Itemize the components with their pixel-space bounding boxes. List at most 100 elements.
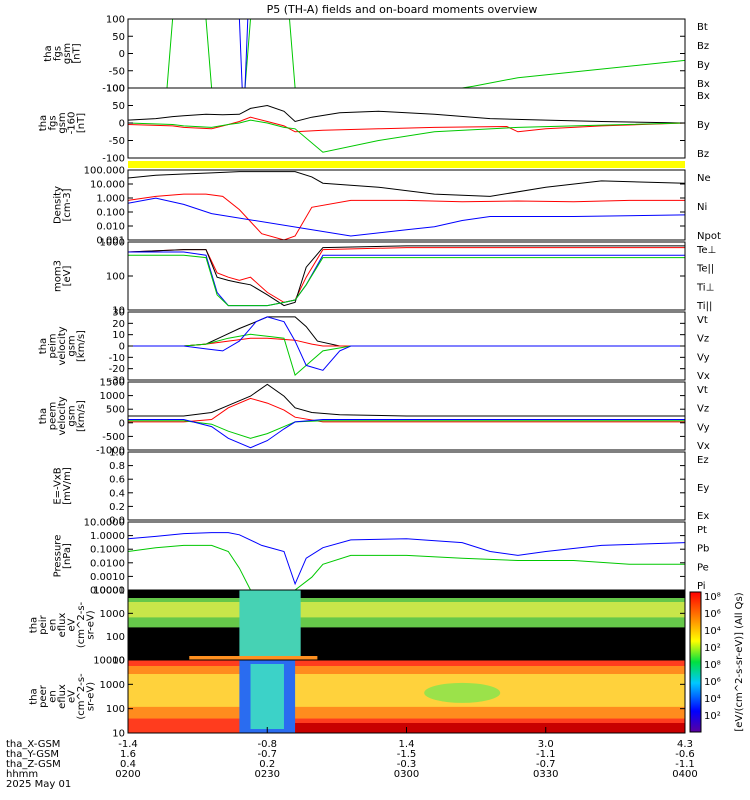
panel-density: 100.000 10.000 1.000 0.100 0.010 0.001 Density…: [52, 166, 721, 247]
ylabel-line: tha: [29, 688, 40, 704]
ytick-label: 0.0001: [90, 586, 125, 597]
ylabel-efield: E=-VxB[mV/m]: [52, 467, 73, 505]
legend-fgs_dsl-0: Bx: [697, 91, 710, 102]
xtick-label: 1.4: [399, 739, 415, 750]
ytick-label: 100: [106, 704, 125, 715]
ytick-label: 100: [106, 632, 125, 643]
colorbar-tick: 10⁴: [704, 626, 721, 637]
ylabel-fgs_dsl: thafgsgsm-160[nT]: [38, 112, 87, 135]
ytick-label: 10000: [93, 656, 125, 667]
ytick-label: 0: [119, 418, 125, 429]
ytick-label: 1.0000: [90, 531, 125, 542]
xaxis-row-label: tha_X-GSM: [6, 739, 60, 750]
ytick-label: 0.001: [96, 236, 125, 247]
ylabel-line: [nT]: [76, 113, 87, 133]
ytick-label: 30: [112, 308, 125, 319]
ytick-label: 1.000: [96, 194, 125, 205]
quality-flag-band: [128, 161, 685, 168]
ylabel-line: tha: [29, 617, 40, 633]
panel-efield: 1.0 0.8 0.6 0.4 0.2 0.0 E=-VxB[mV/m] Ez Ey Ex: [52, 448, 709, 527]
ylabel-line: sr-eV): [86, 610, 97, 639]
ytick-label: 50: [112, 101, 125, 112]
xtick-label: -0.7: [536, 759, 556, 770]
ytick-label: -50: [109, 136, 125, 147]
ylabel-line: tha: [43, 45, 54, 61]
colorbar-tick: 10⁸: [704, 592, 721, 603]
ytick-label: 100: [106, 272, 125, 283]
ytick-label: -30: [109, 376, 125, 387]
legend-peim-0: Vt: [697, 315, 708, 326]
ytick-label: 50: [112, 32, 125, 43]
legend-peem-2: Vy: [697, 422, 710, 433]
xtick-label: -0.3: [397, 759, 417, 770]
series-peem-vy: [128, 420, 685, 439]
series-temp-te: [127, 247, 685, 303]
colorbar-tick: 10²: [704, 711, 721, 722]
peir-sheet: [239, 590, 301, 660]
xtick-label: -1.1: [675, 759, 695, 770]
ytick-label: -20: [109, 364, 125, 375]
ytick-label: -100: [102, 154, 125, 165]
ytick-label: 10.0000: [84, 518, 125, 529]
colorbar-tick: 10⁸: [704, 660, 721, 671]
colorbar-label: [eV/(cm^2-s-sr-eV)] (All Qs): [734, 592, 745, 731]
legend-pressure-1: Pb: [697, 544, 709, 555]
ylabel-line: peir: [38, 614, 49, 634]
ytick-label: 0.2: [109, 502, 125, 513]
ylabel-line: velocity: [57, 326, 68, 365]
legend-density-1: Ni: [697, 202, 707, 213]
xtick-label: -0.7: [257, 749, 277, 760]
ytick-label: 100: [106, 15, 125, 26]
ylabel-line: en: [48, 690, 59, 703]
series-temp-te-: [127, 245, 685, 307]
ytick-label: 1000: [100, 609, 125, 620]
panel-frame: [127, 18, 686, 89]
ytick-label: 1000: [100, 680, 125, 691]
legend-peem-3: Vx: [697, 441, 710, 452]
legend-peim-3: Vx: [697, 371, 710, 382]
ylabel-line: [km/s]: [76, 400, 87, 432]
panel-pressure: 10.0000 1.0000 0.1000 0.0100 0.0010 0.0001 Pre…: [52, 518, 709, 597]
legend-fgs_dsl-1: By: [697, 120, 710, 131]
series-peim-vx: [128, 316, 685, 371]
xtick-label: -1.4: [118, 739, 138, 750]
series-density-npot: [127, 197, 686, 237]
ylabel-line: eflux: [57, 684, 68, 709]
series-peim-vy: [128, 333, 685, 376]
ylabel-peem: thapeemvelocitygsm[km/s]: [38, 396, 87, 435]
panel-frame: [127, 87, 686, 159]
ytick-label: 100.000: [84, 166, 125, 177]
ytick-label: 10: [112, 330, 125, 341]
legend-peim-2: Vy: [697, 352, 710, 363]
colorbar-tick: 10⁴: [704, 694, 721, 705]
series-density-ni: [127, 171, 686, 197]
legend-peim-1: Vz: [697, 334, 709, 345]
ytick-label: 1000: [100, 238, 125, 249]
legend-temp-3: Ti||: [696, 301, 712, 312]
colorbar-scale: [689, 591, 702, 733]
xtick-label: 0300: [394, 769, 419, 780]
ylabel-line: peem: [48, 402, 59, 430]
xaxis-row-label: tha_Y-GSM: [6, 749, 59, 760]
ylabel-line: [km/s]: [76, 330, 87, 362]
xtick-label: -1.5: [397, 749, 417, 760]
series-pressure-pi: [127, 532, 686, 586]
ylabel-line: peim: [48, 333, 59, 358]
xtick-label: 0400: [672, 769, 697, 780]
panel-peer: 10000 1000 100 10 thapeerenefluxeV(cm^2-s-sr…: [29, 656, 686, 740]
xtick-label: 0330: [533, 769, 558, 780]
ytick-label: 0.0: [109, 516, 125, 527]
legend-temp-0: Te⊥: [696, 245, 716, 256]
peir-core: [128, 602, 685, 618]
series-fgs-bx: [238, 18, 249, 89]
panel-frame: [127, 451, 686, 521]
xtick-label: 0230: [255, 769, 280, 780]
xtick-label: -0.8: [257, 739, 277, 750]
series-density-ne: [127, 193, 685, 241]
colorbar-tick: 10⁶: [704, 677, 721, 688]
ylabel-line: peer: [38, 684, 49, 708]
ytick-label: 500: [106, 405, 125, 416]
ylabel-line: -160: [67, 112, 78, 135]
ytick-label: 10: [112, 656, 125, 667]
legend-pressure-0: Pt: [697, 525, 707, 536]
